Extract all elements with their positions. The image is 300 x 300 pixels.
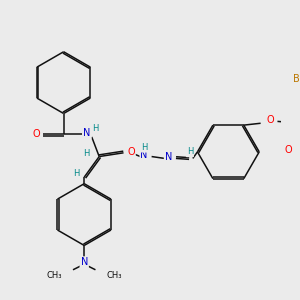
Text: H: H bbox=[92, 124, 99, 133]
Text: O: O bbox=[33, 129, 40, 139]
Text: H: H bbox=[83, 149, 89, 158]
Text: H: H bbox=[141, 143, 147, 152]
Text: O: O bbox=[266, 116, 274, 125]
Text: N: N bbox=[83, 128, 91, 138]
Text: O: O bbox=[285, 146, 292, 155]
Text: Br: Br bbox=[293, 74, 300, 84]
Text: N: N bbox=[140, 150, 148, 160]
Text: H: H bbox=[187, 147, 193, 156]
Text: N: N bbox=[165, 152, 172, 162]
Text: CH₃: CH₃ bbox=[46, 271, 62, 280]
Text: N: N bbox=[80, 257, 88, 267]
Text: O: O bbox=[127, 147, 135, 157]
Text: H: H bbox=[74, 169, 80, 178]
Text: CH₃: CH₃ bbox=[107, 271, 122, 280]
